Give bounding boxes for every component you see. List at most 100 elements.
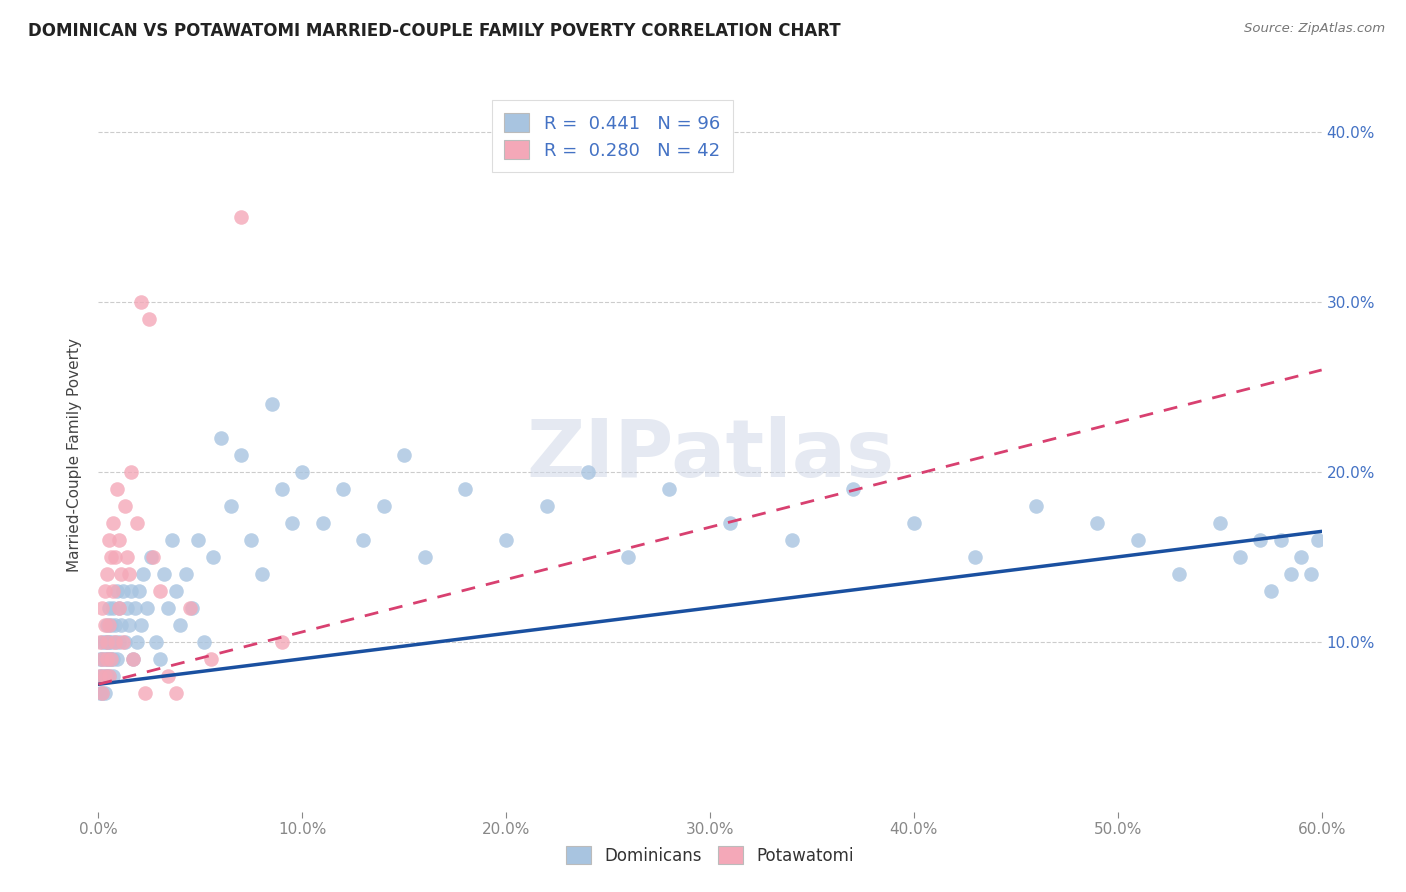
Point xyxy=(617,549,640,564)
Point xyxy=(780,533,803,547)
Point xyxy=(100,635,122,649)
Point xyxy=(101,669,124,683)
Point xyxy=(165,686,187,700)
Point xyxy=(841,482,863,496)
Point xyxy=(91,652,114,666)
Point xyxy=(129,617,152,632)
Point xyxy=(312,516,335,530)
Point xyxy=(373,499,395,513)
Point xyxy=(281,516,304,530)
Point xyxy=(291,465,314,479)
Point xyxy=(111,583,134,598)
Point xyxy=(93,635,115,649)
Text: DOMINICAN VS POTAWATOMI MARRIED-COUPLE FAMILY POVERTY CORRELATION CHART: DOMINICAN VS POTAWATOMI MARRIED-COUPLE F… xyxy=(28,22,841,40)
Point xyxy=(1260,583,1282,598)
Point xyxy=(352,533,374,547)
Point xyxy=(219,499,242,513)
Point xyxy=(1291,549,1313,564)
Point xyxy=(89,669,111,683)
Point xyxy=(1229,549,1251,564)
Point xyxy=(1085,516,1108,530)
Point xyxy=(97,652,120,666)
Point xyxy=(101,516,124,530)
Point xyxy=(89,652,111,666)
Point xyxy=(101,652,124,666)
Point xyxy=(149,652,172,666)
Text: ZIPatlas: ZIPatlas xyxy=(526,416,894,494)
Point xyxy=(108,533,131,547)
Point xyxy=(114,499,136,513)
Point xyxy=(104,617,127,632)
Point xyxy=(576,465,599,479)
Point xyxy=(156,600,179,615)
Point xyxy=(91,652,114,666)
Text: Source: ZipAtlas.com: Source: ZipAtlas.com xyxy=(1244,22,1385,36)
Point xyxy=(536,499,558,513)
Point xyxy=(93,652,115,666)
Point xyxy=(108,600,131,615)
Point xyxy=(96,566,118,581)
Point xyxy=(105,652,128,666)
Point xyxy=(97,669,120,683)
Point xyxy=(96,669,118,683)
Point xyxy=(156,669,179,683)
Point xyxy=(181,600,204,615)
Point xyxy=(96,652,118,666)
Point xyxy=(127,635,149,649)
Point xyxy=(97,669,120,683)
Point xyxy=(93,583,115,598)
Point xyxy=(89,686,111,700)
Point xyxy=(93,669,115,683)
Point xyxy=(120,465,142,479)
Point xyxy=(96,635,118,649)
Point xyxy=(1301,566,1323,581)
Point xyxy=(114,635,136,649)
Point xyxy=(100,652,122,666)
Point xyxy=(101,583,124,598)
Point xyxy=(332,482,354,496)
Point xyxy=(93,686,115,700)
Point xyxy=(89,669,111,683)
Point xyxy=(903,516,925,530)
Point xyxy=(115,549,138,564)
Point xyxy=(110,566,132,581)
Point xyxy=(1209,516,1232,530)
Point xyxy=(720,516,742,530)
Point xyxy=(91,669,114,683)
Point xyxy=(100,549,122,564)
Point xyxy=(104,635,127,649)
Point xyxy=(231,448,253,462)
Point xyxy=(392,448,416,462)
Point xyxy=(209,431,232,445)
Point xyxy=(270,482,294,496)
Point xyxy=(91,686,114,700)
Point xyxy=(174,566,197,581)
Point xyxy=(100,617,122,632)
Point xyxy=(231,210,253,224)
Point xyxy=(104,549,127,564)
Point xyxy=(200,652,222,666)
Legend: Dominicans, Potawatomi: Dominicans, Potawatomi xyxy=(555,836,865,875)
Point xyxy=(105,482,128,496)
Point xyxy=(91,600,114,615)
Point xyxy=(1025,499,1047,513)
Point xyxy=(128,583,150,598)
Point xyxy=(142,549,165,564)
Point xyxy=(270,635,294,649)
Point xyxy=(96,652,118,666)
Point xyxy=(138,312,160,326)
Point xyxy=(1306,533,1329,547)
Point xyxy=(97,600,120,615)
Point xyxy=(240,533,263,547)
Point xyxy=(141,549,163,564)
Point xyxy=(201,549,224,564)
Point xyxy=(965,549,987,564)
Point xyxy=(132,566,155,581)
Point xyxy=(120,583,142,598)
Point xyxy=(136,600,159,615)
Point xyxy=(96,635,118,649)
Point xyxy=(91,635,114,649)
Point xyxy=(100,652,122,666)
Point xyxy=(187,533,209,547)
Point xyxy=(413,549,436,564)
